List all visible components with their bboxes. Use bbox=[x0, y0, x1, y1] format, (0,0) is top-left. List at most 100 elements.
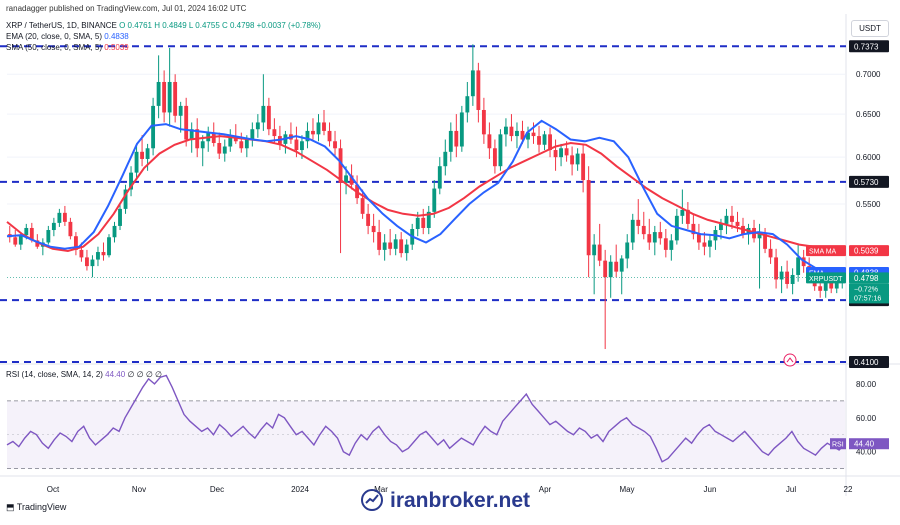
candle-body bbox=[553, 150, 558, 158]
symbol-name: XRP / TetherUS, 1D, BINANCE bbox=[6, 21, 117, 30]
sma-tag-name: SMA MA bbox=[809, 249, 837, 256]
candle-body bbox=[217, 143, 222, 154]
candle-body bbox=[300, 141, 304, 151]
candle-body bbox=[46, 230, 51, 243]
candle-body bbox=[597, 244, 602, 261]
candle-body bbox=[90, 259, 95, 267]
price-tag-value-box bbox=[849, 272, 889, 284]
candle-body bbox=[327, 130, 332, 142]
watermark: iranbroker.net bbox=[360, 488, 530, 513]
candle-body bbox=[641, 225, 646, 235]
time-tick-label: Nov bbox=[132, 485, 146, 494]
candle-body bbox=[178, 105, 183, 116]
candle-body bbox=[663, 238, 668, 250]
price-tick-label: 0.6000 bbox=[856, 153, 881, 162]
time-tick-label: Jun bbox=[704, 485, 717, 494]
candle-body bbox=[311, 130, 315, 135]
candle-body bbox=[338, 148, 343, 183]
candle-body bbox=[333, 141, 337, 149]
currency-button[interactable]: USDT bbox=[851, 20, 889, 37]
candle-body bbox=[13, 237, 18, 245]
rsi-tick-label: 40.00 bbox=[856, 448, 877, 457]
candle-body bbox=[432, 188, 437, 212]
candle-body bbox=[415, 217, 420, 229]
sma-legend-label: SMA (50, close, 0, SMA, 5) bbox=[6, 43, 103, 52]
candle-body bbox=[24, 227, 29, 236]
candle-body bbox=[443, 151, 448, 167]
candle-body bbox=[470, 70, 475, 97]
candle-body bbox=[592, 244, 597, 256]
candle-body bbox=[393, 239, 398, 249]
candle-body bbox=[636, 219, 641, 226]
alert-icon bbox=[783, 353, 797, 367]
candle-body bbox=[531, 132, 536, 137]
candle-body bbox=[498, 134, 503, 167]
candle-body bbox=[371, 225, 376, 233]
candle-body bbox=[360, 198, 365, 214]
candle-body bbox=[542, 134, 547, 145]
candle-body bbox=[504, 126, 508, 135]
level-label-box bbox=[849, 40, 889, 53]
candle-body bbox=[426, 211, 431, 228]
time-tick-label: 2024 bbox=[291, 485, 309, 494]
candle-body bbox=[244, 139, 249, 149]
candle-body bbox=[184, 105, 189, 140]
candle-body bbox=[129, 172, 133, 190]
candle-body bbox=[608, 261, 613, 278]
candle-body bbox=[520, 130, 525, 140]
candle-body bbox=[222, 146, 227, 154]
time-tick-label: 22 bbox=[844, 485, 853, 494]
level-label-box bbox=[849, 175, 889, 188]
candle-body bbox=[250, 129, 255, 140]
candle-body bbox=[388, 242, 393, 249]
candle-body bbox=[526, 132, 530, 140]
candle-body bbox=[167, 81, 172, 113]
candle-body bbox=[294, 139, 299, 151]
candle-body bbox=[509, 126, 514, 137]
candle-body bbox=[123, 189, 128, 209]
tradingview-logo[interactable]: ⬒ TradingView bbox=[6, 502, 66, 513]
candle-body bbox=[162, 81, 167, 113]
candle-body bbox=[101, 252, 106, 256]
rsi-legend-value: 44.40 bbox=[105, 370, 126, 379]
candle-body bbox=[454, 130, 459, 147]
candle-body bbox=[18, 235, 23, 245]
candle-body bbox=[492, 148, 497, 167]
price-tick-label: 0.5500 bbox=[856, 200, 881, 209]
rsi-name: RSI bbox=[832, 442, 844, 449]
sma-tag-value-box bbox=[849, 245, 889, 257]
level-label-box bbox=[849, 356, 889, 368]
candle-body bbox=[564, 148, 569, 156]
price-change-label: −0.72% bbox=[854, 286, 878, 293]
candle-body bbox=[73, 236, 78, 250]
sma-legend: SMA (50, close, 0, SMA, 5) 0.5039 bbox=[6, 43, 129, 52]
candle-body bbox=[399, 239, 404, 254]
candle-body bbox=[586, 180, 591, 256]
time-tick-label: Mar bbox=[374, 485, 388, 494]
candle-body bbox=[344, 175, 348, 183]
candle-body bbox=[481, 109, 486, 135]
candle-body bbox=[437, 166, 442, 189]
candle-body bbox=[85, 257, 89, 267]
candle-body bbox=[173, 81, 178, 116]
candle-body bbox=[614, 261, 619, 272]
price-tick-label: 0.6500 bbox=[856, 110, 881, 119]
candle-body bbox=[647, 234, 652, 243]
level-label: 0.4100 bbox=[854, 358, 879, 367]
candle-body bbox=[818, 286, 823, 291]
candle-body bbox=[603, 260, 608, 278]
time-tick-label: May bbox=[619, 485, 634, 494]
candle-body bbox=[790, 274, 795, 284]
sma-legend-value: 0.5039 bbox=[104, 43, 129, 52]
price-tag-name-box bbox=[806, 272, 846, 284]
candle-body bbox=[68, 221, 73, 237]
candle-body bbox=[261, 105, 266, 123]
rsi-tick-label: 60.00 bbox=[856, 414, 877, 423]
candle-body bbox=[630, 219, 635, 243]
candle-body bbox=[619, 258, 624, 272]
ema-legend: EMA (20, close, 0, SMA, 5) 0.4838 bbox=[6, 32, 129, 41]
published-note: ranadagger published on TradingView.com,… bbox=[6, 4, 247, 13]
candle-body bbox=[366, 213, 371, 226]
